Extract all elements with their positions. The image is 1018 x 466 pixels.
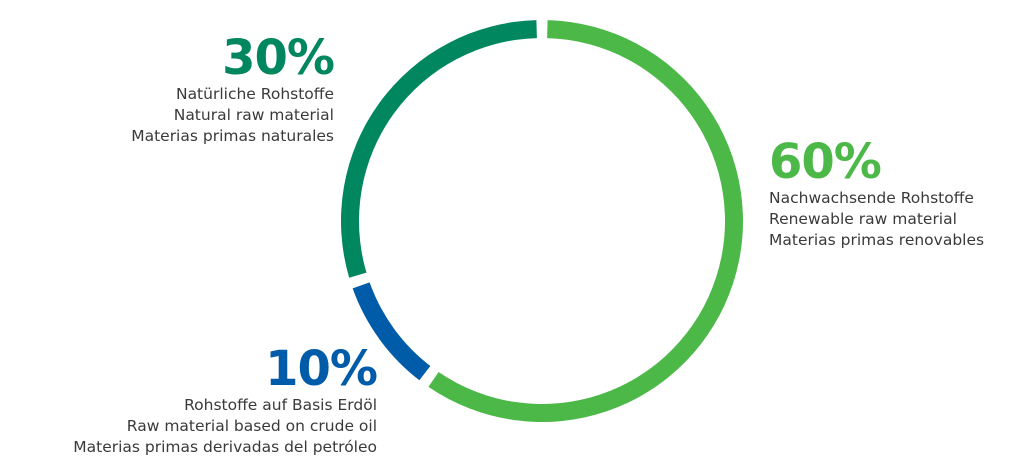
label-natural-es: Materias primas naturales bbox=[131, 127, 334, 145]
label-crude-oil-de: Rohstoffe auf Basis Erdöl bbox=[184, 396, 377, 414]
label-renewable-en: Renewable raw material bbox=[769, 210, 957, 228]
callout-natural: 30% Natürliche Rohstoffe Natural raw mat… bbox=[131, 30, 335, 147]
label-natural-en: Natural raw material bbox=[173, 106, 334, 124]
percent-label-crude-oil: 10% bbox=[265, 341, 378, 397]
label-renewable-es: Materias primas renovables bbox=[769, 231, 985, 249]
percent-label-renewable: 60% bbox=[769, 134, 882, 190]
label-natural-de: Natürliche Rohstoffe bbox=[175, 85, 334, 103]
callout-crude-oil: 10% Rohstoffe auf Basis Erdöl Raw materi… bbox=[73, 341, 378, 458]
percent-label-natural: 30% bbox=[222, 30, 335, 86]
slice-crude-oil bbox=[352, 282, 431, 381]
label-crude-oil-es: Materias primas derivadas del petróleo bbox=[73, 438, 377, 456]
slice-renewable bbox=[428, 20, 743, 423]
callout-renewable: 60% Nachwachsende Rohstoffe Renewable ra… bbox=[769, 136, 984, 251]
label-renewable-de: Nachwachsende Rohstoffe bbox=[769, 189, 974, 207]
slice-natural bbox=[341, 20, 537, 278]
label-crude-oil-en: Raw material based on crude oil bbox=[126, 417, 377, 435]
